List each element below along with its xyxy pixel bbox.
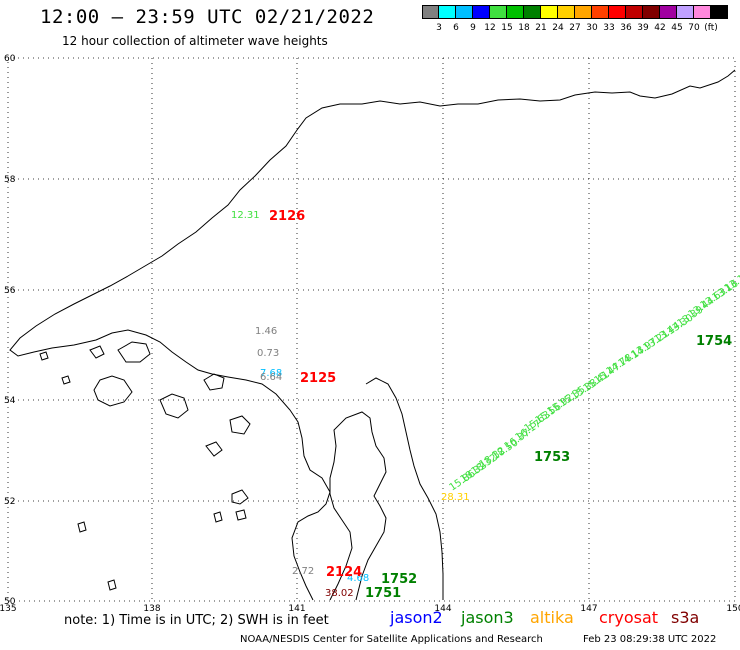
legend-entry-cryosat: cryosat <box>599 608 659 627</box>
pass-time-label: 2126 <box>269 209 305 224</box>
colorbar-label: 36 <box>620 23 632 33</box>
legend-entry-altika: altika <box>530 608 574 627</box>
pass-time-label: 1751 <box>365 586 401 601</box>
colorbar-label: 18 <box>518 23 530 33</box>
colorbar-label: 6 <box>453 23 459 33</box>
map-grid <box>8 58 735 601</box>
wave-height-label: 0.73 <box>257 348 279 359</box>
colorbar-label: 21 <box>535 23 547 33</box>
wave-height-label: 28.31 <box>441 492 470 503</box>
colorbar-swatch <box>473 5 490 19</box>
latitude-tick: 56 <box>4 286 16 296</box>
colorbar-swatch <box>456 5 473 19</box>
latitude-tick: 50 <box>4 597 16 607</box>
footnote: note: 1) Time is in UTC; 2) SWH is in fe… <box>64 613 329 628</box>
colorbar-label: 9 <box>470 23 476 33</box>
pass-time-label: 2125 <box>300 371 336 386</box>
colorbar-label: 70 <box>688 23 700 33</box>
colorbar-swatch <box>422 5 439 19</box>
colorbar-swatch <box>609 5 626 19</box>
wave-height-label: 38.02 <box>325 588 354 599</box>
colorbar-swatch <box>626 5 643 19</box>
latitude-tick: 52 <box>4 497 15 507</box>
colorbar-label: 39 <box>637 23 649 33</box>
colorbar-swatch <box>643 5 660 19</box>
credit-line: NOAA/NESDIS Center for Satellite Applica… <box>240 634 543 645</box>
colorbar-swatch <box>592 5 609 19</box>
pass-time-label: 1752 <box>381 572 417 587</box>
colorbar-swatch <box>660 5 677 19</box>
wave-height-label: 6.64 <box>260 372 282 383</box>
legend-entry-jason2: jason2 <box>390 608 443 627</box>
colorbar-label: 30 <box>586 23 598 33</box>
colorbar-label: 3 <box>436 23 442 33</box>
wave-height-label: 4.68 <box>347 573 369 584</box>
legend-entry-jason3: jason3 <box>461 608 514 627</box>
legend-entry-s3a: s3a <box>671 608 700 627</box>
longitude-tick: 141 <box>288 604 305 614</box>
colorbar-swatch <box>507 5 524 19</box>
longitude-tick: 144 <box>434 604 451 614</box>
colorbar-label: 33 <box>603 23 615 33</box>
colorbar-swatch <box>677 5 694 19</box>
wave-height-label: 2.72 <box>292 566 314 577</box>
pass-time-label: 1753 <box>534 450 570 465</box>
wave-height-label: 7.68 <box>260 368 282 379</box>
coastline <box>9 69 736 601</box>
map-frame <box>7 57 736 602</box>
generated-timestamp: Feb 23 08:29:38 UTC 2022 <box>583 634 717 645</box>
wave-height-colorbar: 3 6 9 12 15 18 21 24 27 30 33 36 39 42 45 70 (ft) <box>422 5 728 35</box>
wave-height-label: 1.46 <box>255 326 277 337</box>
wave-height-label: 13.14 <box>723 269 740 294</box>
colorbar-swatch <box>439 5 456 19</box>
colorbar-swatch <box>575 5 592 19</box>
colorbar-label: 45 <box>671 23 683 33</box>
chart-title: 12:00 – 23:59 UTC 02/21/2022 <box>40 6 375 28</box>
longitude-tick: 150 <box>726 604 740 614</box>
longitude-tick: 135 <box>0 604 17 614</box>
colorbar-label: 24 <box>552 23 564 33</box>
pass-time-label: 1754 <box>696 334 732 349</box>
colorbar-swatch <box>541 5 558 19</box>
colorbar-swatch <box>694 5 711 19</box>
longitude-tick: 138 <box>143 604 160 614</box>
colorbar-swatch <box>490 5 507 19</box>
colorbar-label: 15 <box>501 23 513 33</box>
chart-subtitle: 12 hour collection of altimeter wave hei… <box>62 34 328 48</box>
colorbar-swatch <box>524 5 541 19</box>
colorbar-swatch <box>558 5 575 19</box>
pass-time-label: 2124 <box>326 565 362 580</box>
wave-height-label: 12.31 <box>231 210 260 221</box>
latitude-tick: 58 <box>4 175 16 185</box>
latitude-tick: 54 <box>4 396 16 406</box>
latitude-tick: 60 <box>4 54 16 64</box>
colorbar-label: 27 <box>569 23 581 33</box>
colorbar-label: 42 <box>654 23 666 33</box>
longitude-tick: 147 <box>580 604 597 614</box>
colorbar-label: (ft) <box>704 23 718 33</box>
colorbar-label: 12 <box>484 23 496 33</box>
